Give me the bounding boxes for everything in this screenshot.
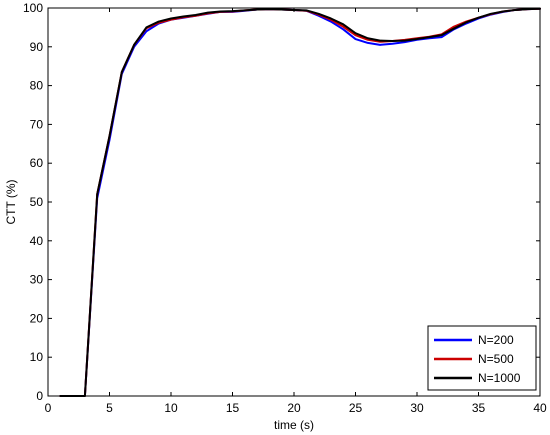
x-tick-labels: 0 5 10 15 20 25 30 35 40 (45, 401, 547, 415)
y-tick-label-10: 100 (23, 1, 43, 15)
y-tick-label-2: 20 (30, 311, 44, 325)
x-tick-label-4: 20 (287, 401, 301, 415)
y-axis-label: CTT (%) (4, 179, 18, 224)
series-lines (59, 7, 541, 397)
y-tick-label-0: 0 (36, 389, 43, 403)
legend-label-n-500: N=500 (478, 352, 514, 366)
y-tick-label-5: 50 (30, 195, 44, 209)
x-tick-label-8: 40 (533, 401, 547, 415)
x-tick-label-1: 5 (106, 401, 113, 415)
x-tick-label-3: 15 (226, 401, 240, 415)
x-tick-label-2: 10 (164, 401, 178, 415)
y-tick-label-1: 10 (30, 350, 44, 364)
x-tick-label-0: 0 (45, 401, 52, 415)
series-line-n-1000 (59, 7, 541, 397)
x-tick-label-7: 35 (472, 401, 486, 415)
y-tick-labels: 0 10 20 30 40 50 60 70 80 90 100 (23, 1, 43, 403)
y-tick-label-6: 60 (30, 156, 44, 170)
y-tick-label-7: 70 (30, 117, 44, 131)
y-tick-label-4: 40 (30, 234, 44, 248)
plot-frame (47, 7, 541, 397)
legend-label-n-1000: N=1000 (478, 371, 521, 385)
x-tick-label-5: 25 (349, 401, 363, 415)
x-axis-label: time (s) (274, 418, 314, 432)
legend: N=200 N=500 N=1000 (427, 325, 537, 391)
y-tick-label-3: 30 (30, 273, 44, 287)
y-tick-label-9: 90 (30, 40, 44, 54)
x-tick-label-6: 30 (410, 401, 424, 415)
legend-label-n-200: N=200 (478, 333, 514, 347)
y-tick-label-8: 80 (30, 79, 44, 93)
